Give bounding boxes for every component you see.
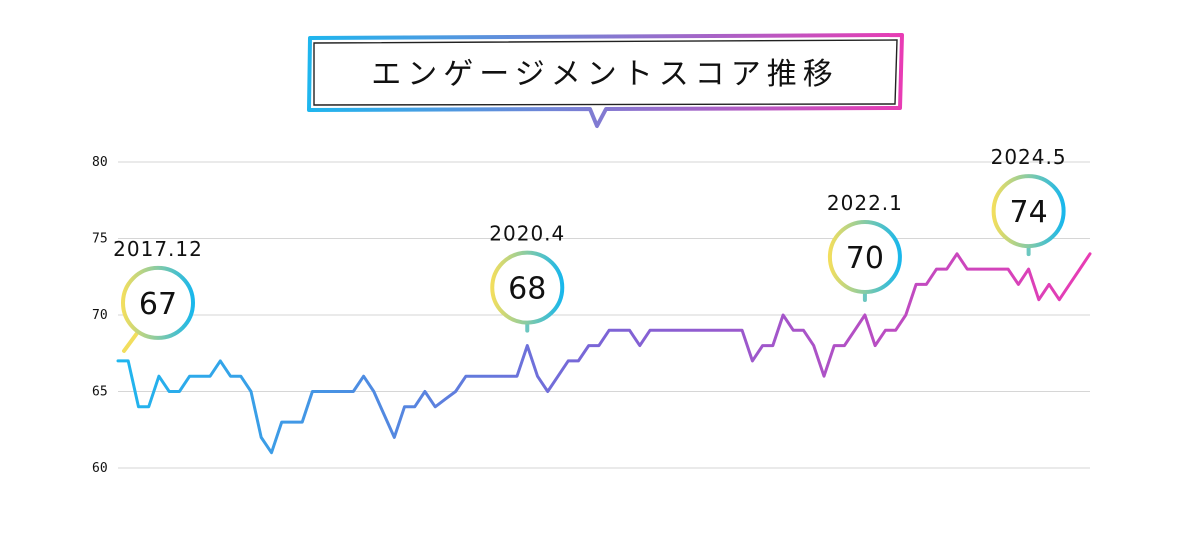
- annotation-ring: [490, 250, 565, 325]
- annotation-pointer: [122, 329, 141, 353]
- chart-grid: [118, 161, 1090, 469]
- annotation-date: 2024.5: [991, 145, 1067, 169]
- chart-series: [116, 252, 1092, 455]
- annotation-ring: [121, 265, 195, 340]
- annotation-ring: [827, 220, 902, 294]
- annotation-date: 2017.12: [113, 237, 203, 261]
- annotation-callout: 74 2024.5: [991, 145, 1067, 257]
- y-tick-label: 65: [92, 385, 108, 400]
- annotation-date: 2020.4: [489, 222, 565, 246]
- series-line: [116, 252, 1092, 455]
- y-tick-label: 70: [92, 308, 108, 323]
- annotation-date: 2022.1: [827, 191, 903, 215]
- annotation-ring: [991, 174, 1066, 249]
- annotation-value: 70: [846, 241, 884, 276]
- chart-title: エンゲージメントスコア推移: [371, 57, 838, 92]
- annotation-callout: 67 2017.12: [113, 237, 203, 353]
- annotation-value: 67: [139, 287, 177, 322]
- annotation-value: 68: [508, 272, 546, 307]
- y-tick-label: 80: [92, 155, 108, 170]
- y-tick-label: 75: [92, 232, 108, 247]
- y-tick-label: 60: [92, 461, 108, 476]
- chart-title-box: エンゲージメントスコア推移: [307, 33, 904, 128]
- y-axis-ticks: 80 75 70 65 60: [92, 155, 108, 476]
- annotation-value: 74: [1010, 195, 1048, 230]
- annotation-callout: 68 2020.4: [489, 222, 565, 333]
- chart-annotations: 67 2017.12 68 2020.4 70 2022.1 74 2024.5: [113, 145, 1067, 353]
- annotation-callout: 70 2022.1: [827, 191, 903, 302]
